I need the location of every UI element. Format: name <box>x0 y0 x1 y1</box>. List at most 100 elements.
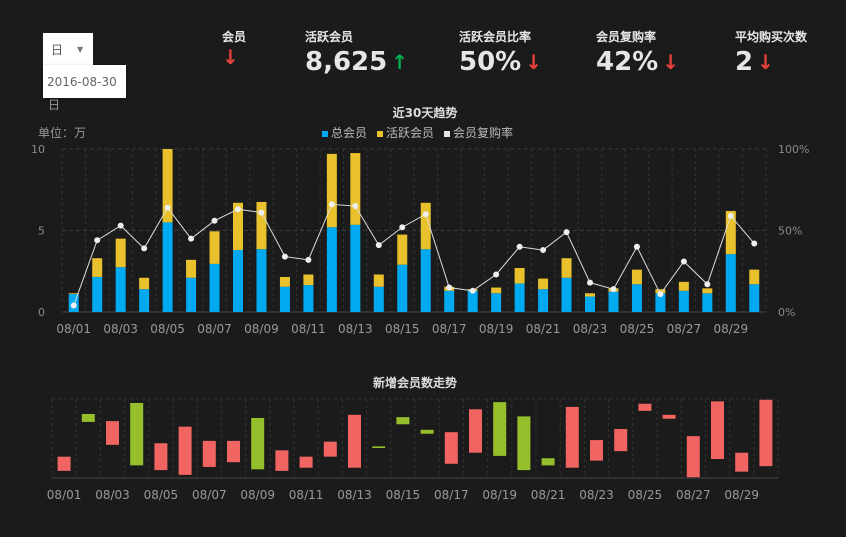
bar-new-members <box>57 456 71 471</box>
period-select[interactable]: 日 ▼ <box>43 33 93 65</box>
bar-new-members <box>323 441 337 457</box>
bar-active <box>491 287 502 294</box>
bar-new-members <box>444 432 458 464</box>
bar-active <box>702 288 713 294</box>
kpi-value: 42% <box>596 47 659 77</box>
bar-new-members <box>154 443 168 471</box>
x-tick-label: 08/25 <box>628 488 663 502</box>
x-tick-label: 08/27 <box>676 488 711 502</box>
bar-new-members <box>469 409 482 453</box>
rate-point <box>751 240 758 247</box>
rate-point <box>211 217 218 224</box>
x-tick-label: 08/17 <box>432 322 467 336</box>
x-tick-label: 08/25 <box>620 322 655 336</box>
bar-active <box>92 258 103 277</box>
bar-total <box>162 222 173 312</box>
x-tick-label: 08/23 <box>573 322 608 336</box>
bar-total <box>186 277 197 312</box>
x-tick-label: 08/09 <box>240 488 275 502</box>
rate-point <box>94 237 101 244</box>
kpi-label: 活跃会员比率 <box>459 30 532 44</box>
x-tick-label: 08/23 <box>579 488 614 502</box>
rate-point <box>516 243 523 250</box>
rate-point <box>680 258 687 265</box>
x-tick-label: 08/01 <box>47 488 82 502</box>
x-tick-label: 08/29 <box>724 488 759 502</box>
bar-new-members <box>396 417 410 425</box>
bar-total <box>115 267 126 312</box>
bar-active <box>561 258 572 278</box>
bar-total <box>279 286 290 312</box>
bar-total <box>420 249 431 312</box>
legend-item-total[interactable]: 总会员 <box>322 124 367 141</box>
bar-total <box>139 289 150 312</box>
bar-total <box>350 224 361 312</box>
bar-active <box>68 293 79 295</box>
bar-new-members <box>372 446 386 448</box>
x-tick-label: 08/15 <box>386 488 421 502</box>
bar-new-members <box>517 416 531 471</box>
bar-total <box>678 290 689 312</box>
trend-chart-title: 近30天趋势 <box>392 106 458 120</box>
bar-total <box>256 249 267 312</box>
bar-active <box>115 238 126 268</box>
rate-point <box>164 204 171 211</box>
x-tick-label: 08/29 <box>714 322 749 336</box>
bar-new-members <box>130 402 144 466</box>
rate-point <box>633 243 640 250</box>
bar-total <box>233 250 243 312</box>
period-label: 日 <box>48 98 61 112</box>
bar-new-members <box>711 401 724 460</box>
kpi-label: 会员 <box>222 30 247 44</box>
bar-active <box>678 281 689 291</box>
x-tick-label: 08/21 <box>531 488 566 502</box>
rate-line <box>73 203 755 306</box>
bar-total <box>444 290 455 312</box>
bar-new-members <box>81 414 95 422</box>
bar-new-members <box>735 452 749 472</box>
bar-active <box>725 210 736 255</box>
bar-active <box>233 202 243 251</box>
bar-active <box>631 269 642 285</box>
rate-point <box>657 291 664 298</box>
bar-total <box>538 289 549 312</box>
x-tick-label: 08/13 <box>337 488 372 502</box>
x-tick-label: 08/05 <box>150 322 185 336</box>
x-tick-label: 08/27 <box>667 322 702 336</box>
bar-total <box>397 264 408 312</box>
x-tick-label: 08/03 <box>103 322 138 336</box>
legend-item-active[interactable]: 活跃会员 <box>377 124 434 141</box>
x-tick-label: 08/11 <box>291 322 326 336</box>
arrow-down-icon: ↓ <box>757 50 774 74</box>
bar-active <box>538 278 549 290</box>
bar-active <box>279 276 290 287</box>
bar-active <box>303 274 314 286</box>
kpi-active-members: 活跃会员 8,625 ↑ <box>305 28 408 77</box>
bar-total <box>209 263 220 312</box>
bar-total <box>326 227 337 312</box>
x-tick-label: 08/21 <box>526 322 561 336</box>
bar-active <box>139 277 150 290</box>
bar-new-members <box>275 450 289 471</box>
rate-point <box>375 242 382 249</box>
date-input[interactable]: 2016-08-30 <box>43 65 126 98</box>
legend: 总会员 活跃会员 会员复购率 <box>322 124 513 141</box>
bar-new-members <box>227 440 240 463</box>
bar-new-members <box>178 426 192 475</box>
kpi-avg-purchases: 平均购买次数 2 ↓ <box>735 28 807 77</box>
bar-active <box>186 259 197 278</box>
rate-point <box>235 206 241 213</box>
bar-total <box>467 290 478 312</box>
rate-point <box>70 302 77 309</box>
new-members-chart-title: 新增会员数走势 <box>372 376 458 390</box>
rate-point <box>587 279 593 286</box>
bar-active <box>162 149 173 223</box>
bar-new-members <box>590 440 603 461</box>
rate-point <box>422 211 429 218</box>
bar-total <box>561 277 572 312</box>
kpi-total-members: 会员 ↓ <box>222 28 262 67</box>
rate-point <box>141 245 148 252</box>
legend-item-rate[interactable]: 会员复购率 <box>444 124 513 141</box>
rate-point <box>493 271 500 278</box>
y-tick-label: 10 <box>31 143 45 156</box>
